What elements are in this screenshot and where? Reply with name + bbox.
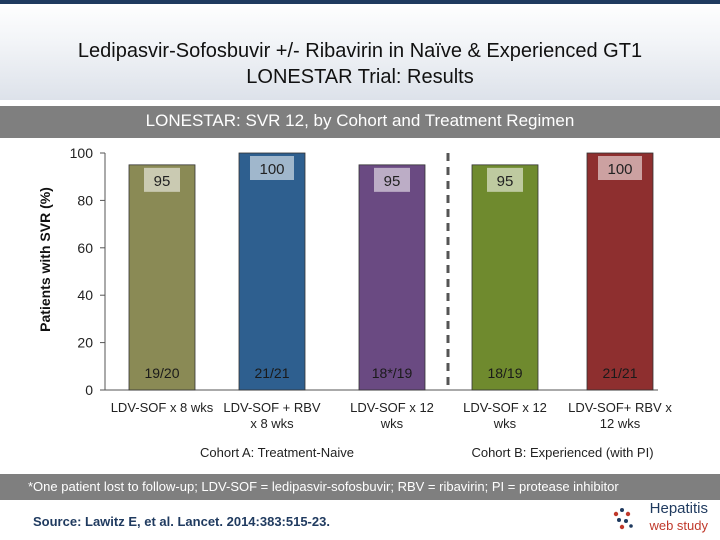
- bar-count-label: 21/21: [602, 365, 637, 381]
- category-label: 12 wks: [600, 416, 641, 431]
- slide-header: [0, 0, 720, 100]
- bar-3: [358, 164, 426, 391]
- y-axis-title: Patients with SVR (%): [37, 187, 53, 332]
- chart-title: LONESTAR: SVR 12, by Cohort and Treatmen…: [145, 111, 575, 130]
- y-axis: 0 20 40 60 80 100 Patients with SVR (%): [37, 145, 658, 398]
- bar-value-label: 95: [154, 173, 171, 190]
- value-label-bg: [144, 167, 180, 192]
- bar-5: [586, 152, 654, 391]
- bar-2: [238, 152, 306, 391]
- bar-value-label: 95: [384, 173, 401, 190]
- category-label: wks: [493, 416, 517, 431]
- value-label-bg: [374, 167, 410, 192]
- bars-group: [128, 152, 654, 391]
- source-citation: Source: Lawitz E, et al. Lancet. 2014:38…: [33, 514, 330, 529]
- bar-value-label: 100: [607, 161, 632, 178]
- footnote-bar: [0, 474, 720, 500]
- category-label: LDV-SOF + RBV: [223, 400, 320, 415]
- bar-count-label: 21/21: [254, 365, 289, 381]
- logo-text-bottom: web study: [649, 518, 708, 533]
- hepatitis-web-study-logo: Hepatitis web study: [600, 498, 714, 538]
- svr-bar-chart: 0 20 40 60 80 100 Patients with SVR (%) 95 19/2…: [37, 145, 672, 460]
- slide-title: Ledipasvir-Sofosbuvir +/- Ribavirin in N…: [20, 38, 700, 90]
- hepatitis-dots-icon: [613, 508, 633, 530]
- bar-4: [471, 164, 539, 391]
- value-label-bg: [487, 167, 523, 192]
- cohort-group-label: Cohort B: Experienced (with PI): [471, 445, 653, 460]
- subtitle-bar: [0, 106, 720, 138]
- labels-group: 95 19/20 LDV-SOF x 8 wks 100 21/21 LDV-SOF + …: [111, 156, 672, 460]
- y-tick-label: 20: [77, 335, 93, 351]
- y-tick-label: 80: [77, 192, 93, 208]
- y-tick-label: 40: [77, 287, 93, 303]
- y-tick-label: 100: [70, 145, 94, 161]
- bar-value-label: 100: [259, 161, 284, 178]
- bar-count-label: 18/19: [487, 365, 522, 381]
- y-tick-label: 0: [85, 382, 93, 398]
- y-tick-label: 60: [77, 240, 93, 256]
- value-label-bg: [250, 156, 294, 180]
- bar-count-label: 18*/19: [372, 365, 413, 381]
- bar-1: [128, 164, 196, 391]
- category-label: x 8 wks: [250, 416, 294, 431]
- title-line-1: Ledipasvir-Sofosbuvir +/- Ribavirin in N…: [77, 40, 643, 62]
- cohort-group-label: Cohort A: Treatment-Naive: [200, 445, 354, 460]
- header-accent-line: [0, 0, 720, 4]
- footnote: *One patient lost to follow-up; LDV-SOF …: [28, 479, 619, 494]
- title-line-2: LONESTAR Trial: Results: [246, 66, 474, 88]
- value-label-bg: [598, 156, 642, 180]
- bar-count-label: 19/20: [144, 365, 179, 381]
- category-label: LDV-SOF x 12: [350, 400, 434, 415]
- logo-text-top: Hepatitis: [649, 500, 708, 517]
- category-label: wks: [380, 416, 404, 431]
- category-label: LDV-SOF+ RBV x: [568, 400, 672, 415]
- category-label: LDV-SOF x 12: [463, 400, 547, 415]
- bar-value-label: 95: [497, 173, 514, 190]
- category-label: LDV-SOF x 8 wks: [111, 400, 214, 415]
